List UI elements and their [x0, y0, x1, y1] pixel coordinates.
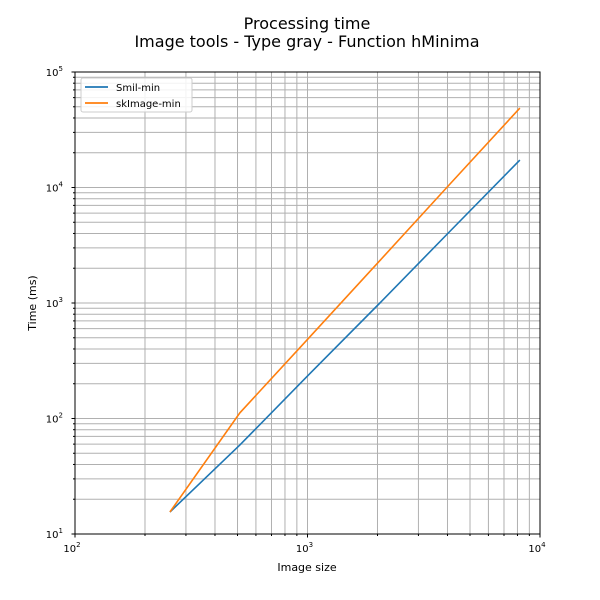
legend: Smil-min skImage-min [80, 77, 193, 113]
x-tick-label: 102 [63, 541, 80, 555]
y-tick-label: 101 [46, 527, 63, 541]
x-tick-label: 103 [296, 541, 313, 555]
legend-label: Smil-min [116, 83, 160, 94]
chart-subtitle: Image tools - Type gray - Function hMini… [134, 32, 479, 51]
series-line-smil-min [169, 159, 521, 513]
x-axis-label: Image size [277, 561, 337, 574]
legend-label: skImage-min [116, 99, 181, 110]
x-tick-label: 104 [528, 541, 546, 555]
y-tick-label: 105 [46, 65, 63, 79]
y-tick-label: 103 [46, 296, 63, 310]
series-line-skimage-min [169, 107, 521, 513]
y-axis-label: Time (ms) [26, 275, 39, 331]
series-lines [169, 107, 521, 513]
legend-box [80, 77, 193, 113]
y-tick-label: 104 [46, 181, 64, 195]
y-tick-label: 102 [46, 412, 63, 426]
grid [74, 72, 540, 535]
chart-title: Processing time [244, 14, 371, 33]
